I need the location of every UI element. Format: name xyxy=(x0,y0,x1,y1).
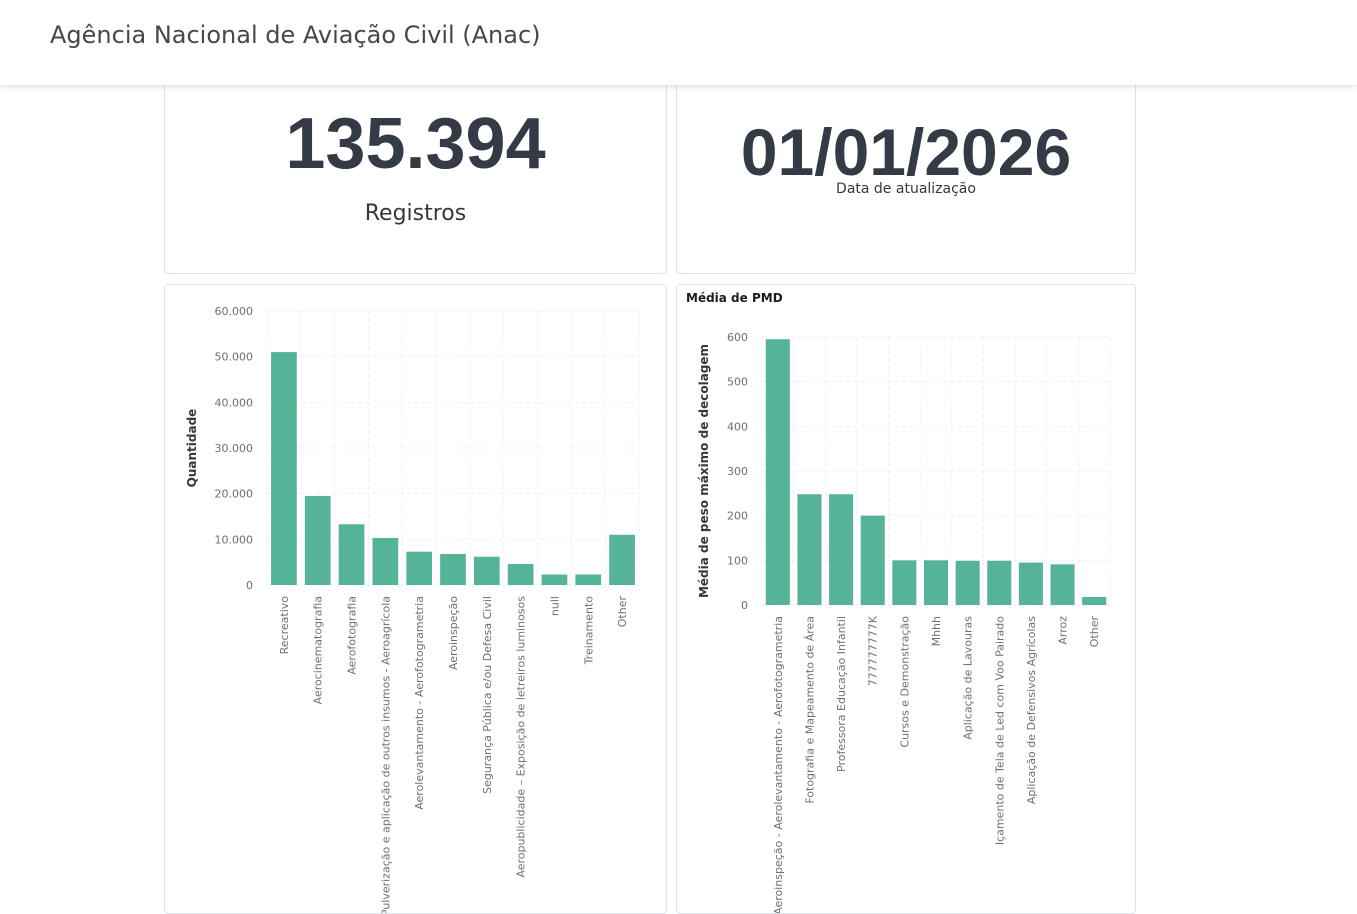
x-category-label: Arroz xyxy=(1057,616,1070,645)
bar-2 xyxy=(304,495,331,585)
records-metric-card: 135.394 Registros xyxy=(164,80,667,274)
bar-10 xyxy=(575,574,602,585)
update-date-label: Data de atualização xyxy=(836,181,976,197)
page-title: Agência Nacional de Aviação Civil (Anac) xyxy=(50,21,541,49)
y-tick-label: 600 xyxy=(727,331,748,344)
x-category-label: Aerolevantamento - Aerofotogrametria xyxy=(413,596,426,810)
y-axis-title: Média de peso máximo de decolagem xyxy=(697,344,711,598)
x-category-label: Içamento de Tela de Led com Voo Pairado xyxy=(993,616,1006,845)
bar-1 xyxy=(765,339,790,605)
x-category-label: Segurança Pública e/ou Defesa Civil xyxy=(481,596,494,794)
x-category-label: Cursos e Demonstração xyxy=(898,616,911,748)
bar-1 xyxy=(271,352,297,585)
y-tick-label: 50.000 xyxy=(215,351,254,364)
bar-6 xyxy=(923,560,949,605)
y-tick-label: 300 xyxy=(727,465,748,478)
x-category-label: Fotografia e Mapeamento de Área xyxy=(803,616,816,804)
bar-11 xyxy=(1082,596,1107,605)
bar-2 xyxy=(797,494,822,605)
pmd-chart-card: Média de PMD 0 100 200 300 400 500 600 Aeroinsp… xyxy=(676,284,1136,914)
x-category-label: Mhhh xyxy=(930,616,943,646)
quantity-bar-chart: 0 10.000 20.000 30.000 40.000 50.000 60.000 Rec… xyxy=(185,305,640,913)
pmd-chart-title: Média de PMD xyxy=(686,291,783,305)
bar-8 xyxy=(507,563,534,585)
y-tick-label: 60.000 xyxy=(215,305,254,318)
x-category-label: null xyxy=(548,596,561,616)
y-tick-label: 200 xyxy=(727,510,748,523)
update-date-metric-card: 01/01/2026 Data de atualização xyxy=(676,80,1136,274)
x-category-label: Aeroinspeção - Aerolevantamento - Aerofo… xyxy=(772,616,785,913)
y-tick-label: 30.000 xyxy=(215,442,254,455)
bar-5 xyxy=(892,560,917,605)
x-category-label: 777777777K xyxy=(867,615,880,686)
x-category-label: Aeroinspeção xyxy=(447,596,460,670)
x-category-label: Other xyxy=(616,596,629,628)
bar-7 xyxy=(955,560,980,605)
pmd-bar-chart: 0 100 200 300 400 500 600 Aeroinspeção - Aerole… xyxy=(697,331,1111,913)
bar-3 xyxy=(338,524,365,585)
x-category-label: Aplicação de Lavouras xyxy=(962,616,975,740)
records-metric-label: Registros xyxy=(364,201,467,226)
y-tick-label: 0 xyxy=(741,599,748,612)
y-tick-label: 100 xyxy=(727,554,748,567)
x-category-label: Other xyxy=(1088,616,1101,648)
update-date-value: 01/01/2026 xyxy=(740,115,1072,189)
y-tick-label: 400 xyxy=(727,420,748,433)
bar-4 xyxy=(372,537,399,585)
y-tick-label: 40.000 xyxy=(215,396,254,409)
bar-10 xyxy=(1050,564,1075,605)
y-axis-title: Quantidade xyxy=(185,409,199,488)
x-category-label: Treinamento xyxy=(582,596,595,666)
x-category-label: Recreativo xyxy=(278,596,291,655)
x-category-label: Aerofotografia xyxy=(346,596,359,675)
records-metric-value: 135.394 xyxy=(285,104,546,184)
bar-7 xyxy=(473,556,500,585)
bar-6 xyxy=(440,553,466,585)
y-tick-label: 20.000 xyxy=(215,488,254,501)
quantity-chart-card: 0 10.000 20.000 30.000 40.000 50.000 60.000 Rec… xyxy=(164,284,667,914)
bar-9 xyxy=(1018,562,1043,605)
bar-9 xyxy=(541,574,568,585)
bar-5 xyxy=(406,551,433,585)
y-tick-label: 0 xyxy=(246,579,253,592)
bar-4 xyxy=(860,515,885,605)
bar-11 xyxy=(609,534,635,585)
x-category-label: Aerocinematografia xyxy=(312,596,325,704)
bar-8 xyxy=(987,560,1012,605)
x-category-label: Aplicação de Defensivos Agrícolas xyxy=(1025,616,1038,804)
bar-3 xyxy=(829,494,854,605)
y-tick-label: 10.000 xyxy=(215,533,254,546)
x-category-label: Pulverização e aplicação de outros insum… xyxy=(379,596,392,913)
x-category-label: Aeropublicidade – Exposição de letreiros… xyxy=(515,596,528,878)
top-header-bar: Agência Nacional de Aviação Civil (Anac) xyxy=(0,0,1357,85)
y-tick-label: 500 xyxy=(727,376,748,389)
x-category-label: Professora Educação Infantil xyxy=(835,616,848,772)
